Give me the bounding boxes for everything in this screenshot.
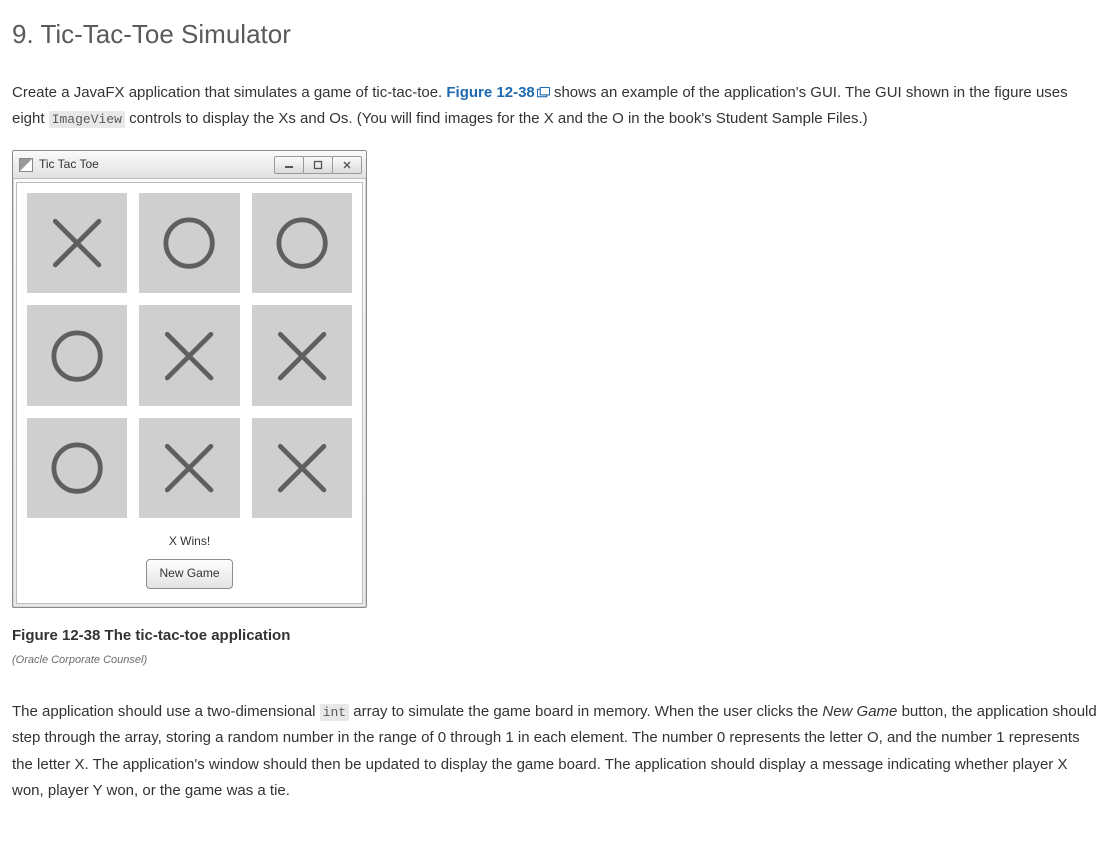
- titlebar: Tic Tac Toe: [13, 151, 366, 179]
- figure-caption: Figure 12-38 The tic-tac-toe application: [12, 624, 1098, 648]
- app-icon: [19, 158, 33, 172]
- board-cell-6: [27, 418, 127, 518]
- board-cell-0: [27, 193, 127, 293]
- board-cell-3: [27, 305, 127, 405]
- para2-text-b: array to simulate the game board in memo…: [353, 703, 822, 720]
- para2-text-a: The application should use a two-dimensi…: [12, 703, 320, 720]
- app-window: Tic Tac Toe X Wins! New Game: [12, 150, 367, 607]
- description-paragraph: The application should use a two-dimensi…: [12, 699, 1098, 804]
- game-board: [27, 193, 352, 518]
- board-cell-2: [252, 193, 352, 293]
- figure-link[interactable]: Figure 12-38: [446, 84, 549, 101]
- window-buttons: [275, 156, 362, 174]
- window-title: Tic Tac Toe: [39, 155, 99, 174]
- code-imageview: ImageView: [49, 111, 125, 128]
- client-area: X Wins! New Game: [16, 182, 363, 603]
- section-heading: 9. Tic-Tac-Toe Simulator: [12, 14, 1098, 56]
- titlebar-left: Tic Tac Toe: [19, 155, 99, 174]
- em-newgame: New Game: [822, 703, 897, 720]
- new-game-button[interactable]: New Game: [146, 559, 232, 588]
- minimize-button[interactable]: [274, 156, 304, 174]
- board-cell-5: [252, 305, 352, 405]
- para1-text-a: Create a JavaFX application that simulat…: [12, 84, 446, 101]
- intro-paragraph: Create a JavaFX application that simulat…: [12, 80, 1098, 133]
- board-cell-4: [139, 305, 239, 405]
- status-text: X Wins!: [169, 532, 210, 551]
- status-area: X Wins! New Game: [27, 532, 352, 588]
- board-cell-8: [252, 418, 352, 518]
- close-button[interactable]: [332, 156, 362, 174]
- board-cell-1: [139, 193, 239, 293]
- figure-credit: (Oracle Corporate Counsel): [12, 652, 1098, 670]
- board-cell-7: [139, 418, 239, 518]
- para1-text-c: controls to display the Xs and Os. (You …: [129, 110, 868, 127]
- code-int: int: [320, 704, 349, 721]
- maximize-button[interactable]: [303, 156, 333, 174]
- popup-icon: [537, 87, 550, 98]
